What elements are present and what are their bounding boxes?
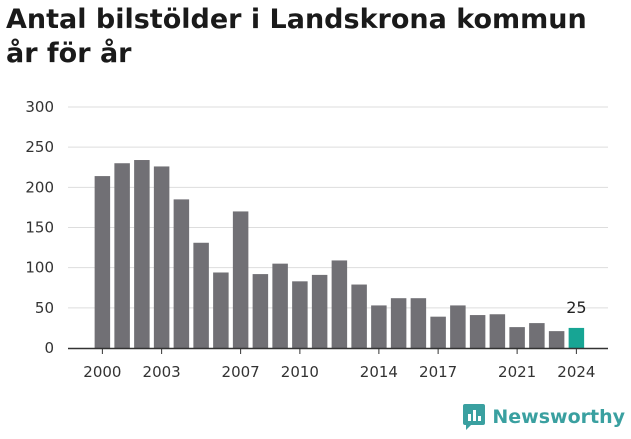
y-tick-label: 50 (35, 299, 54, 317)
bar (469, 315, 486, 348)
data-label-highlight: 25 (566, 298, 586, 317)
bar (390, 298, 407, 348)
bar (509, 327, 525, 348)
x-tick-label: 2010 (281, 363, 319, 381)
bar (529, 323, 545, 348)
x-tick-label: 2003 (143, 363, 181, 381)
y-tick-label: 100 (25, 259, 54, 277)
x-tick-label: 2021 (498, 363, 536, 381)
chart-title: Antal bilstölder i Landskrona kommun år … (6, 4, 587, 69)
bar (489, 314, 506, 348)
bar (114, 163, 130, 348)
x-tick-label: 2024 (557, 363, 595, 381)
bar (331, 260, 348, 348)
x-tick-label: 2007 (222, 363, 260, 381)
bar (548, 331, 565, 348)
bar (213, 272, 229, 348)
data-labels: 25 (566, 298, 586, 317)
x-tick-label: 2014 (360, 363, 398, 381)
brand-logo: Newsworthy (462, 402, 625, 432)
x-tick-label: 2017 (419, 363, 457, 381)
bar (410, 298, 427, 348)
bar (134, 160, 150, 348)
bar (311, 274, 328, 348)
bar-highlight (568, 327, 585, 348)
y-axis-ticks: 0 50 100 150 200 250 300 (25, 98, 54, 357)
bar (173, 199, 190, 348)
brand-name: Newsworthy (492, 406, 625, 428)
y-tick-label: 300 (25, 98, 54, 116)
y-tick-label: 250 (25, 138, 54, 156)
y-tick-label: 0 (44, 339, 54, 357)
bar (252, 274, 269, 348)
bar (430, 316, 446, 348)
bar (351, 284, 367, 348)
bar (94, 176, 111, 348)
x-axis-ticks: 2000 2003 2007 2010 2014 2017 2021 2024 (83, 348, 595, 381)
y-tick-label: 200 (25, 178, 54, 196)
bar (272, 263, 288, 348)
bar (232, 211, 249, 348)
y-tick-label: 150 (25, 219, 54, 237)
bar (450, 305, 466, 348)
bar (193, 242, 209, 348)
x-tick-label: 2000 (83, 363, 121, 381)
bar (292, 281, 308, 348)
bars (94, 160, 585, 348)
bar (371, 305, 387, 348)
newsworthy-logo-icon (463, 404, 486, 430)
bar (153, 166, 170, 348)
